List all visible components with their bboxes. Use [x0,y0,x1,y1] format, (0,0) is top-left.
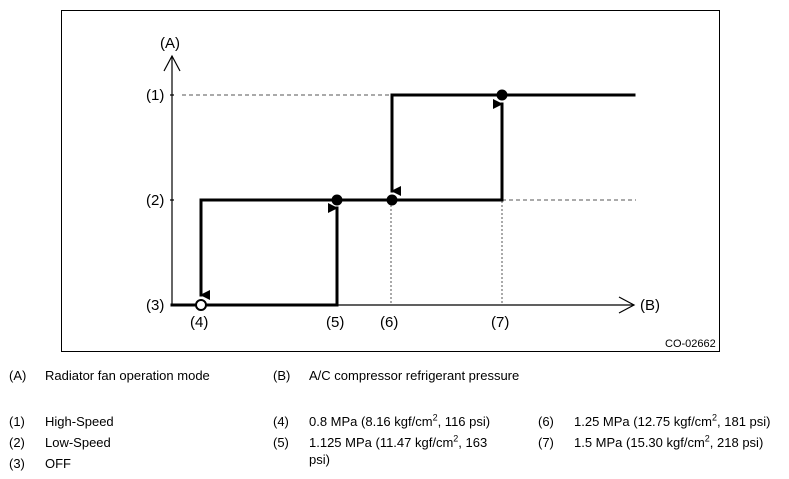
y-axis-label: (A) [160,35,180,52]
legend-text-7: 1.5 MPa (15.30 kgf/cm2, 218 psi) [574,433,764,450]
legend-text-4-sup: 2 [432,412,438,423]
point-7 [496,89,508,101]
legend-text-6-sup: 2 [712,412,718,423]
legend-key-2: (2) [9,435,25,450]
legend-text-4: 0.8 MPa (8.16 kgf/cm2, 116 psi) [309,412,491,429]
points [195,89,508,311]
level-2-label: (2) [146,192,164,209]
legend-text-5-line2: psi) [309,452,330,467]
legend-key-b: (B) [273,368,291,383]
operation-path [170,93,636,307]
guide-lines [182,94,636,305]
legend-text-3: OFF [45,456,71,471]
legend-text-5: 1.125 MPa (11.47 kgf/cm2, 163 [309,433,488,450]
x-axis-label: (B) [640,297,660,314]
legend-key-a: (A) [9,368,27,383]
legend-text-4-post: , 116 psi) [437,414,491,429]
x-point-6-label: (6) [380,314,398,331]
legend-key-1: (1) [9,414,25,429]
level-3-label: (3) [146,297,164,314]
x-axis-arrowhead [618,296,636,314]
level-1-label: (1) [146,87,164,104]
legend-key-4: (4) [273,414,289,429]
x-point-7-label: (7) [491,314,509,331]
legend-text-7-sup: 2 [704,433,710,444]
legend-text-5-pre: 1.125 MPa (11.47 kgf/cm [309,435,454,450]
open-point-4 [195,299,207,311]
legend-key-3: (3) [9,456,25,471]
legend-text-6: 1.25 MPa (12.75 kgf/cm2, 181 psi) [574,412,771,429]
legend-text-1: High-Speed [45,414,114,429]
legend-key-5: (5) [273,435,289,450]
legend-text-7-pre: 1.5 MPa (15.30 kgf/cm [574,435,705,450]
legend-text-5-post: , 163 [458,435,488,450]
legend-key-7: (7) [538,435,554,450]
point-6 [386,194,398,206]
legend-text-2: Low-Speed [45,435,111,450]
figure-code: CO-02662 [665,338,716,350]
y-axis-arrowhead [163,54,181,72]
legend-text-4-pre: 0.8 MPa (8.16 kgf/cm [309,414,433,429]
diagram-canvas: (A) (1) (2) (3) (B) (4) (5) (6) (7) CO-0… [146,35,716,350]
legend-text-6-post: , 181 psi) [717,414,771,429]
legend-key-6: (6) [538,414,554,429]
point-5 [331,194,343,206]
legend-text-6-pre: 1.25 MPa (12.75 kgf/cm [574,414,713,429]
x-point-5-label: (5) [326,314,344,331]
hysteresis-diagram: (A) (1) (2) (3) (B) (4) (5) (6) (7) CO-0… [61,10,720,352]
legend-text-5-sup: 2 [453,433,459,444]
legend-text-b: A/C compressor refrigerant pressure [309,368,520,383]
x-point-4-label: (4) [190,314,208,331]
legend-text-a: Radiator fan operation mode [45,368,210,383]
legend-text-7-post: , 218 psi) [709,435,764,450]
